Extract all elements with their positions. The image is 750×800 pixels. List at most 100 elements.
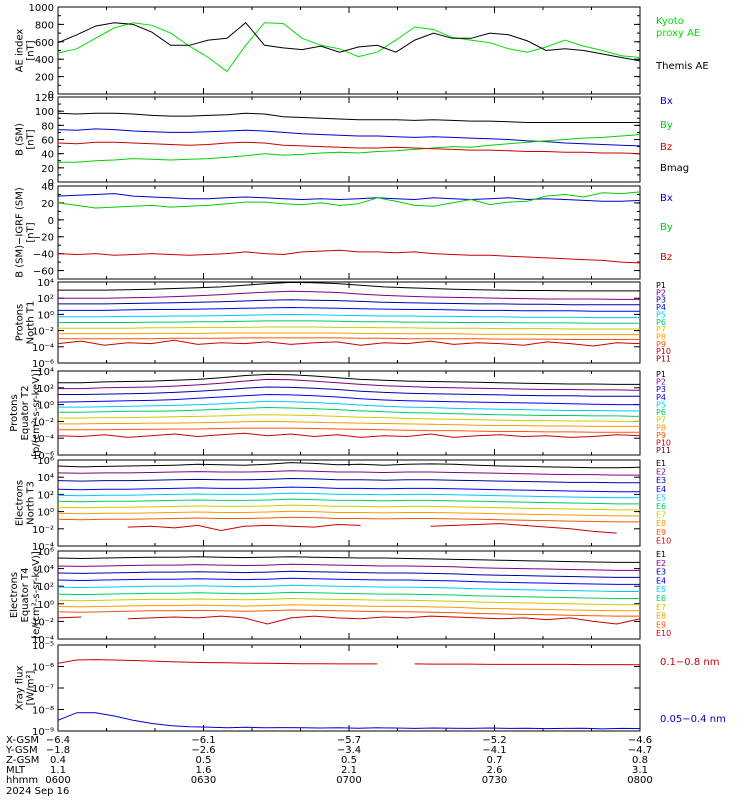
legend-label: By — [660, 120, 673, 131]
legend-label: E6 — [656, 594, 666, 603]
y-tick-label: −60 — [33, 267, 54, 278]
y-axis-label: [nT] — [26, 40, 37, 60]
series-line-bz — [57, 141, 641, 155]
y-tick-label: 20 — [41, 164, 54, 175]
series-line-p9 — [58, 427, 640, 433]
y-tick-label: 1000 — [29, 3, 54, 14]
x-axis-row-label: X-GSM — [6, 735, 39, 746]
y-tick-label: 10⁻⁶ — [32, 451, 54, 462]
series-line-e10 — [57, 615, 641, 625]
series-line-e9 — [57, 516, 640, 523]
legend-label: E7 — [656, 511, 666, 520]
series-line-p7 — [58, 326, 640, 330]
y-tick-label: 10⁻⁷ — [32, 684, 54, 695]
x-axis-value: 2.6 — [487, 765, 503, 776]
y-tick-label: −40 — [33, 250, 54, 261]
y-tick-label: 10² — [37, 582, 54, 593]
y-tick-label: 0 — [48, 178, 54, 189]
x-axis-value: −4.7 — [628, 745, 652, 756]
y-tick-label: 400 — [35, 55, 54, 66]
series-line-p1 — [58, 373, 640, 385]
legend-label: E4 — [656, 576, 666, 585]
legend-label: P10 — [656, 347, 671, 356]
y-tick-label: 10⁻² — [32, 617, 54, 628]
legend-label: E8 — [656, 612, 666, 621]
x-axis-row-label: Z-GSM — [6, 755, 39, 766]
y-tick-label: 10⁰ — [37, 401, 54, 412]
series-line-e6 — [57, 591, 640, 599]
y-tick-label: 10² — [37, 384, 54, 395]
y-tick-label: −20 — [33, 233, 54, 244]
y-axis-label: Electrons — [9, 572, 20, 618]
legend-label: Bz — [660, 252, 672, 263]
series-line-e2 — [57, 563, 640, 571]
x-axis-value: 0630 — [191, 775, 216, 786]
series-line-e8 — [57, 604, 640, 612]
series-line-e4 — [57, 486, 640, 493]
legend-label: P6 — [656, 318, 666, 327]
legend-label: E9 — [656, 620, 666, 629]
x-axis-value: 1.1 — [50, 765, 66, 776]
x-axis-value: 1.6 — [196, 765, 212, 776]
legend-label: E1 — [656, 550, 666, 559]
legend-label: Bz — [660, 142, 672, 153]
panel-frame — [57, 185, 641, 280]
y-tick-label: 10⁻⁶ — [32, 663, 54, 674]
x-axis-value: −4.6 — [628, 735, 652, 746]
y-tick-label: 10⁰ — [37, 508, 54, 519]
y-axis-label: Xray flux — [15, 666, 26, 711]
x-axis-value: 0700 — [336, 775, 361, 786]
legend-label: 0.05−0.4 nm — [660, 714, 726, 725]
series-line-p10 — [57, 339, 641, 347]
legend-label: Themis AE — [655, 61, 709, 72]
y-axis-label: Electrons — [15, 480, 26, 526]
panel-frame — [57, 6, 641, 95]
y-axis-label: North T1 — [26, 301, 37, 345]
y-tick-label: 10⁻² — [32, 327, 54, 338]
y-axis-label: [nT] — [26, 129, 37, 149]
legend-label: E6 — [656, 502, 666, 511]
y-tick-label: 10⁻⁴ — [32, 434, 54, 445]
series-line-bz — [57, 249, 641, 264]
series-line-e7 — [57, 597, 640, 606]
series-line-e5 — [57, 492, 640, 499]
date-label: 2024 Sep 16 — [6, 786, 69, 797]
y-tick-label: 10⁴ — [37, 278, 54, 289]
x-axis-value: 0730 — [482, 775, 507, 786]
panel-frame — [57, 96, 641, 183]
legend-label: P3 — [656, 296, 666, 305]
legend-label: P11 — [656, 446, 671, 455]
x-axis-value: −5.7 — [337, 735, 361, 746]
legend-label: E10 — [656, 629, 671, 638]
x-axis-value: 0.7 — [487, 755, 503, 766]
series-line-p2 — [58, 378, 641, 391]
series-line-bmag — [57, 112, 640, 123]
legend-label: P2 — [656, 288, 666, 297]
y-tick-label: 10⁰ — [37, 310, 54, 321]
y-axis-label: AE index — [15, 29, 26, 73]
legend-label: P4 — [656, 303, 666, 312]
y-tick-label: 10⁶ — [37, 547, 54, 558]
x-axis-value: −6.4 — [46, 735, 70, 746]
legend-label: E2 — [656, 559, 666, 568]
series-line-p8 — [58, 420, 640, 427]
y-axis-label: Equator T4 — [20, 568, 31, 623]
legend-label: P9 — [656, 340, 666, 349]
y-tick-label: 10² — [37, 490, 54, 501]
legend-label: P1 — [656, 281, 666, 290]
y-tick-label: 10⁻⁵ — [32, 641, 54, 652]
x-axis-value: −2.6 — [191, 745, 215, 756]
y-tick-label: 10⁻⁴ — [32, 542, 54, 553]
y-tick-label: 20 — [41, 199, 54, 210]
y-tick-label: 10⁴ — [37, 565, 54, 576]
legend-label: Bx — [660, 193, 673, 204]
y-tick-label: 10⁻⁹ — [32, 727, 54, 738]
y-tick-label: 40 — [41, 150, 54, 161]
y-axis-label: [W/m²] — [26, 670, 37, 705]
legend-label: E5 — [656, 493, 666, 502]
y-axis-label: [e/(cm²-s-sr-keV)] — [31, 551, 42, 639]
series-line-bx — [57, 193, 641, 202]
x-axis-value: −4.1 — [482, 745, 506, 756]
y-tick-label: 10⁰ — [37, 600, 54, 611]
legend-label: P3 — [656, 385, 666, 394]
